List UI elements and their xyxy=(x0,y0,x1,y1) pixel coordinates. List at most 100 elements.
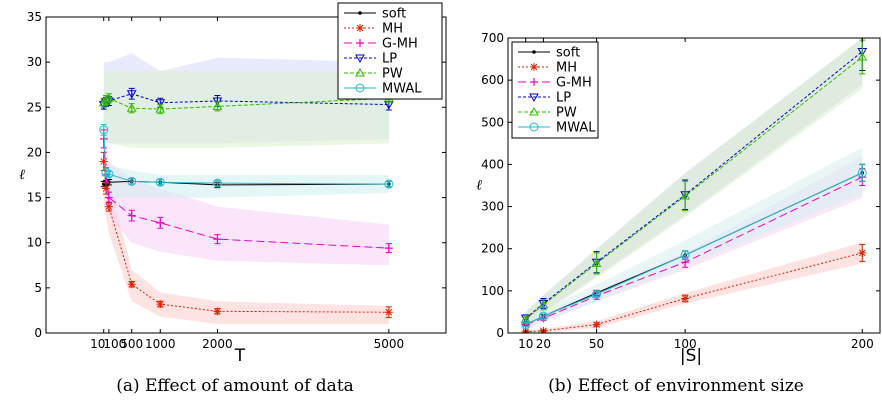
legend-label-mwal: MWAL xyxy=(382,82,422,97)
legend-box xyxy=(337,2,443,100)
line-mh xyxy=(525,252,863,333)
y-axis-label: ℓ xyxy=(476,178,482,194)
error-bar-mwal xyxy=(522,322,529,327)
x-tick-label: 200 xyxy=(851,337,874,351)
point-mh xyxy=(384,308,393,317)
y-tick-label: 5 xyxy=(34,281,42,295)
y-tick-label: 400 xyxy=(481,157,504,171)
point-pw xyxy=(520,314,531,323)
point-mh xyxy=(213,307,222,316)
point-mh xyxy=(156,300,165,309)
legend-marker-mwal xyxy=(529,122,539,132)
legend-marker-mwal xyxy=(355,83,365,93)
x-axis-label: T xyxy=(234,346,246,366)
point-g-mh xyxy=(127,211,136,220)
band-pw xyxy=(525,38,863,325)
point-pw xyxy=(103,93,114,102)
legend-marker-g-mh xyxy=(530,78,538,86)
x-tick-label: 100 xyxy=(103,337,126,351)
point-g-mh xyxy=(156,218,165,227)
legend-label-mh: MH xyxy=(556,61,577,76)
point-mh xyxy=(592,320,601,329)
y-axis-label: ℓ xyxy=(19,167,25,183)
legend-marker-soft xyxy=(358,11,362,15)
x-tick-label: 100 xyxy=(674,337,697,351)
error-bar-pw xyxy=(682,180,689,212)
legend-label-pw: PW xyxy=(382,67,403,82)
error-bar-mwal xyxy=(859,163,866,182)
point-mwal xyxy=(592,289,602,299)
legend-marker-soft xyxy=(532,50,536,54)
point-g-mh xyxy=(104,193,113,202)
x-tick-label: 50 xyxy=(589,337,604,351)
point-pw xyxy=(680,191,691,200)
y-tick-label: 10 xyxy=(27,236,42,250)
band-mwal xyxy=(525,147,863,328)
point-g-mh xyxy=(213,235,222,244)
error-bar-pw xyxy=(593,252,600,275)
point-mh xyxy=(102,184,110,193)
error-bar-mwal xyxy=(385,180,392,188)
y-tick-label: 600 xyxy=(481,73,504,87)
point-mh xyxy=(127,280,136,289)
legend-marker-lp xyxy=(355,54,365,64)
y-tick-label: 0 xyxy=(34,326,42,340)
y-tick-label: 300 xyxy=(481,200,504,214)
plot-content xyxy=(520,38,868,333)
x-tick-label: 5000 xyxy=(374,337,405,351)
band-pw xyxy=(103,71,389,148)
plot-content xyxy=(98,53,394,324)
point-mwal xyxy=(99,125,109,135)
x-tick-label: 10 xyxy=(518,337,533,351)
x-tick-label: 500 xyxy=(120,337,143,351)
caption-b: (b) Effect of environment size xyxy=(548,376,804,396)
point-mwal xyxy=(155,177,165,187)
error-bar-mwal xyxy=(157,179,164,186)
y-tick-label: 20 xyxy=(27,145,42,159)
legend-label-lp: LP xyxy=(556,91,571,106)
point-mh xyxy=(681,294,690,303)
error-bar-mwal xyxy=(593,291,600,298)
y-tick-label: 30 xyxy=(27,55,42,69)
y-tick-label: 700 xyxy=(481,31,504,45)
point-mwal xyxy=(212,178,222,188)
point-lp xyxy=(126,90,137,99)
x-tick-label: 20 xyxy=(536,337,551,351)
y-tick-label: 0 xyxy=(496,326,504,340)
error-bar-mwal xyxy=(214,179,221,187)
point-mwal xyxy=(538,311,548,321)
band-g-mh xyxy=(103,107,389,266)
legend-marker-pw xyxy=(529,106,539,116)
legend-label-mh: MH xyxy=(382,22,403,37)
point-mh xyxy=(99,157,108,166)
legend-label-lp: LP xyxy=(382,52,397,67)
point-pw xyxy=(857,51,868,61)
point-mwal xyxy=(101,167,111,177)
caption-a: (a) Effect of amount of data xyxy=(116,376,354,396)
point-mwal xyxy=(857,168,867,178)
point-lp xyxy=(155,99,166,108)
error-bar-mwal xyxy=(540,313,547,319)
point-mwal xyxy=(521,320,531,330)
legend-label-g-mh: G-MH xyxy=(382,37,418,52)
x-tick-label: 2000 xyxy=(202,337,233,351)
series-pw xyxy=(520,39,868,323)
point-g-mh xyxy=(384,244,393,253)
legend-box xyxy=(511,41,599,139)
y-tick-label: 15 xyxy=(27,191,42,205)
series-mwal xyxy=(521,163,867,330)
point-mh xyxy=(104,202,113,211)
legend-marker-pw xyxy=(355,67,365,77)
point-mwal xyxy=(384,179,394,189)
y-tick-label: 100 xyxy=(481,284,504,298)
legend-label-soft: soft xyxy=(556,46,580,61)
x-tick-label: 1000 xyxy=(145,337,176,351)
x-tick-label: 10 xyxy=(90,337,105,351)
axes-frame xyxy=(507,37,881,334)
point-mwal xyxy=(104,169,114,179)
axes-frame xyxy=(45,16,447,334)
